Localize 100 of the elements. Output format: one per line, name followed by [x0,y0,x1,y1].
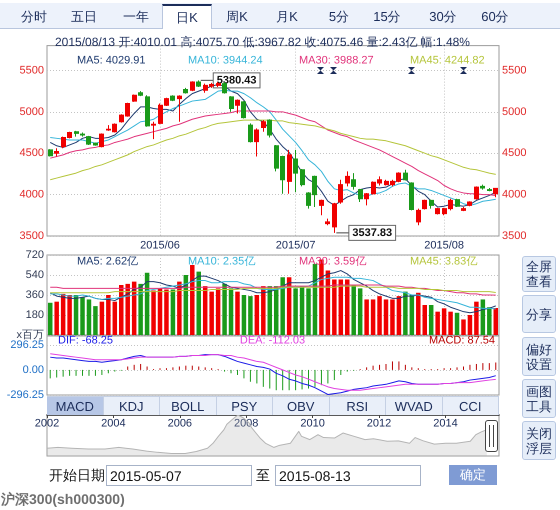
bar [202,286,208,335]
bar [216,288,220,335]
y-tick-label: 0.00 [22,364,44,376]
bar [442,308,446,335]
annotation: 5380.43 [216,74,257,86]
y2-tick-label: 3500 [502,230,526,242]
bar [487,307,492,335]
y-tick-label: 296.25 [10,338,44,351]
bar [326,270,330,335]
text: MA10: 3944.24 [188,54,263,66]
candlestick [86,135,91,146]
series-label: MA5: 2.62亿 [77,256,138,268]
bar [494,308,498,335]
bar [170,289,176,335]
bar [242,295,246,335]
bar [74,295,78,335]
x-tick-label: 2006 [168,418,192,430]
bar [332,279,337,335]
candlestick [358,188,363,203]
tab: 日K [162,4,212,29]
tab-label: 月K [275,8,299,26]
bar [138,284,143,335]
indicator-tab: RSI [330,396,386,415]
bar [370,299,376,335]
bar [228,288,234,335]
x-tick-label: 2015/06 [140,240,180,252]
y-tick-label: 4000 [20,188,44,201]
y-tick-label: 5000 [20,106,44,118]
chart-title: 2015/08/13 开:4010.01 高:4075.70 低:3967.82 收:4075.46 量:2.43亿 幅:1.48% [55,35,470,49]
tab-label: 周K [225,8,249,26]
confirm-button: 确定 [449,465,497,485]
candlestick [403,169,408,182]
candlestick [261,120,266,132]
bar [410,295,414,335]
bar [422,305,427,335]
candlestick [229,96,234,112]
bar [345,279,350,335]
y-tick-label: 4500 [20,147,44,160]
bar [474,302,479,335]
line-series [50,120,496,180]
line-series [50,286,496,294]
bar [396,296,402,335]
tab-label: 60分 [480,8,510,26]
bar [106,295,111,335]
x-tick-label: 2002 [34,418,60,430]
candlestick [416,208,421,226]
candlestick [493,188,498,198]
y-tick-label: 180 [26,309,44,321]
candlestick [170,94,175,102]
bar [286,277,292,335]
y-tick-label: 5500 [20,64,44,76]
bar [351,285,356,335]
tab-label: 五日 [70,8,98,26]
candlestick [190,80,195,92]
candlestick [99,132,104,148]
bar [480,299,486,335]
bar [261,286,266,335]
tab-label: 30分 [428,8,458,26]
bar [280,277,285,335]
text: MA30: 3988.27 [299,54,374,66]
candlestick [319,199,324,216]
candlestick [338,179,343,204]
candlestick [138,90,143,97]
candlestick [467,200,472,207]
series-label: DEA: -112.03 [240,334,306,346]
candlestick [300,168,305,187]
candlestick [151,121,156,140]
candlestick [409,182,414,211]
x-tick-label: 2010 [300,418,325,430]
bar [48,302,52,335]
bar [132,282,136,335]
candlestick [455,198,460,208]
candlestick [293,149,298,193]
bar [93,306,98,335]
candlestick [93,142,98,146]
bar [125,284,130,335]
bar [151,290,156,335]
series-label: MA10: 2.35亿 [188,256,256,268]
candlestick [183,87,188,94]
indicator-tab: PSY [216,396,273,415]
candlestick [54,148,59,158]
bar [235,292,240,335]
x-tick-label: 2015/08 [424,240,464,252]
bar [190,265,195,335]
y2-tick-label: 5500 [502,64,526,76]
indicator-tab: OBV [273,396,330,415]
candlestick [325,218,330,226]
line-series [50,284,496,296]
candlestick [364,192,369,206]
line-series [50,276,496,310]
candlestick [241,100,246,119]
x-tick-label: 2015/07 [276,240,316,252]
bar [274,286,278,335]
side-button: 分享 [522,295,556,333]
y-tick-label: 540 [26,269,44,281]
bar [435,312,440,335]
bar [209,292,214,335]
field-label: 至 [255,466,271,484]
series-label: DIF: -68.25 [58,334,114,346]
y2-tick-label: 4500 [502,147,526,160]
